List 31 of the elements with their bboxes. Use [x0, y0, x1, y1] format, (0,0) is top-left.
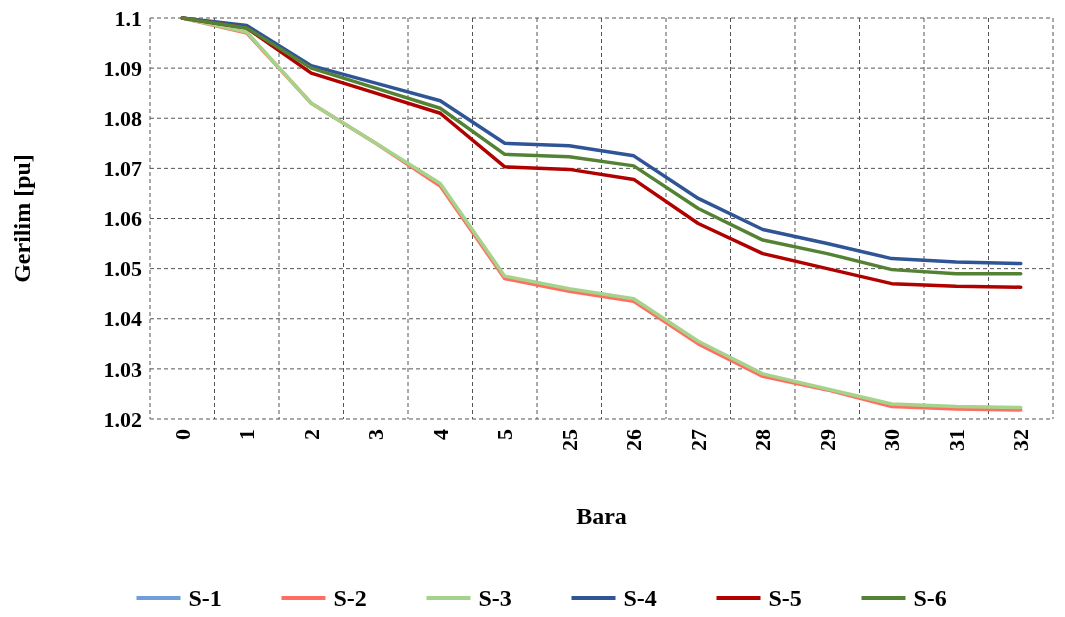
legend-label: S-4 — [623, 585, 657, 612]
legend-label: S-2 — [333, 585, 367, 612]
x-tick-label: 1 — [234, 429, 260, 440]
x-tick-label: 27 — [685, 429, 711, 451]
x-tick-label: 32 — [1008, 429, 1034, 451]
y-axis-title: Gerilim [pu] — [9, 154, 35, 283]
x-tick-label: 29 — [814, 429, 840, 451]
legend-label: S-5 — [768, 585, 802, 612]
x-tick-label: 30 — [879, 429, 905, 451]
x-axis-title: Bara — [576, 503, 627, 529]
y-tick-label: 1.04 — [103, 306, 142, 332]
y-tick-label: 1.06 — [103, 206, 142, 232]
x-tick-label: 3 — [363, 429, 389, 440]
y-tick-label: 1.07 — [103, 156, 142, 182]
x-tick-label: 0 — [169, 429, 195, 440]
y-tick-label: 1.09 — [103, 55, 142, 81]
y-tick-label: 1.03 — [103, 356, 142, 382]
x-tick-label: 31 — [943, 429, 969, 451]
y-tick-label: 1.05 — [103, 256, 142, 282]
x-tick-label: 28 — [750, 429, 776, 451]
x-tick-label: 25 — [556, 429, 582, 451]
x-tick-label: 4 — [427, 429, 453, 440]
y-tick-label: 1.1 — [114, 5, 142, 31]
legend-label: S-3 — [478, 585, 512, 612]
legend-label: S-1 — [188, 585, 222, 612]
x-tick-label: 2 — [298, 429, 324, 440]
x-tick-label: 26 — [621, 429, 647, 451]
y-tick-label: 1.02 — [103, 406, 142, 432]
y-tick-label: 1.08 — [103, 105, 142, 131]
legend-label: S-6 — [913, 585, 947, 612]
x-tick-label: 5 — [492, 429, 518, 440]
